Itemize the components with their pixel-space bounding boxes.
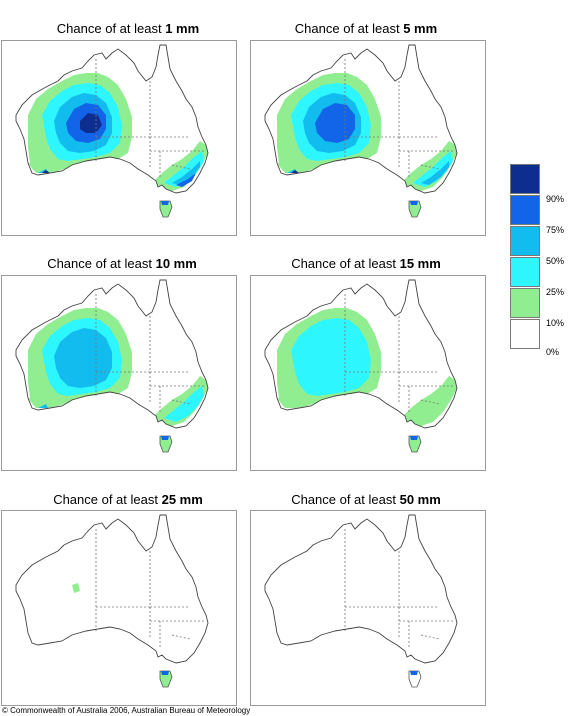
map-1mm — [1, 40, 237, 236]
state-border — [420, 634, 440, 640]
australia-map — [15, 514, 209, 688]
legend-label-25: 25% — [546, 287, 565, 297]
panel-title-10mm: Chance of at least 10 mm — [47, 256, 197, 271]
panel-title-1mm: Chance of at least 1 mm — [56, 21, 200, 36]
state-border — [171, 399, 191, 405]
legend-swatch-90 — [510, 164, 540, 194]
copyright-notice: © Commonwealth of Australia 2006, Austra… — [2, 706, 251, 715]
coastline — [264, 44, 458, 194]
map-25mm — [1, 510, 237, 706]
map-50mm — [250, 510, 486, 706]
legend-label-75: 75% — [546, 225, 565, 235]
rainfall-probability-shading — [28, 308, 208, 426]
australia-map — [15, 279, 209, 453]
coastline — [264, 279, 458, 429]
legend-swatch-75 — [510, 195, 540, 225]
australia-map — [264, 44, 458, 218]
legend-swatch-50 — [510, 226, 540, 256]
rainfall-probability-shading — [277, 73, 457, 191]
panel-title-5mm: Chance of at least 5 mm — [294, 21, 438, 36]
coastline — [15, 514, 209, 664]
australia-map — [264, 514, 458, 688]
australia-map — [264, 279, 458, 453]
australia-map — [15, 44, 209, 218]
map-15mm — [250, 275, 486, 471]
coastline — [15, 44, 209, 194]
legend-swatch-0 — [510, 319, 540, 349]
state-border — [171, 164, 191, 170]
panel-title-15mm: Chance of at least 15 mm — [291, 256, 441, 271]
state-border — [171, 634, 191, 640]
state-border — [420, 164, 440, 170]
legend-label-10: 10% — [546, 318, 565, 328]
rainfall-probability-shading — [277, 308, 457, 426]
coastline — [15, 279, 209, 429]
rainfall-probability-shading — [28, 73, 208, 191]
legend-swatch-25 — [510, 257, 540, 287]
rainfall-probability-shading — [72, 583, 80, 593]
panel-title-50mm: Chance of at least 50 mm — [291, 492, 441, 507]
legend-label-0: 0% — [546, 347, 560, 357]
panel-title-25mm: Chance of at least 25 mm — [53, 492, 203, 507]
map-5mm — [250, 40, 486, 236]
coastline — [264, 514, 458, 664]
state-border — [420, 399, 440, 405]
legend-swatch-10 — [510, 288, 540, 318]
legend-label-90: 90% — [546, 194, 565, 204]
map-10mm — [1, 275, 237, 471]
legend-label-50: 50% — [546, 256, 565, 266]
